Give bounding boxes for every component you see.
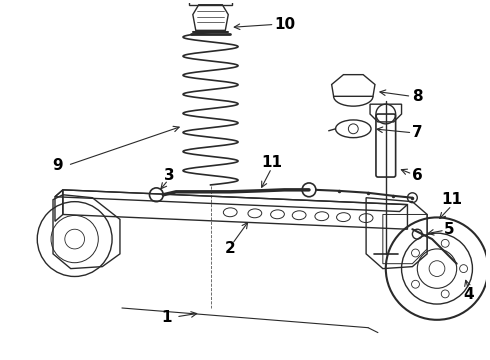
Text: 6: 6: [412, 167, 423, 183]
Text: 10: 10: [274, 17, 295, 32]
Text: 3: 3: [164, 167, 174, 183]
Text: 11: 11: [261, 155, 282, 170]
Text: 1: 1: [161, 310, 172, 325]
Text: 8: 8: [412, 89, 422, 104]
Text: 7: 7: [412, 125, 422, 140]
Text: 2: 2: [225, 242, 236, 256]
Text: 9: 9: [52, 158, 63, 173]
Text: 11: 11: [441, 192, 462, 207]
Text: 5: 5: [443, 222, 454, 237]
Text: 4: 4: [463, 287, 474, 302]
